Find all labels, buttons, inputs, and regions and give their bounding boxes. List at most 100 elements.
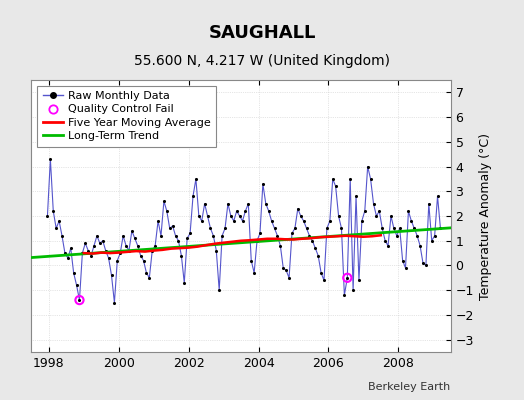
Point: [224, 200, 232, 207]
Point: [270, 225, 279, 232]
Point: [259, 181, 267, 187]
Point: [174, 238, 183, 244]
Point: [308, 238, 316, 244]
Point: [436, 225, 445, 232]
Point: [87, 252, 95, 259]
Y-axis label: Temperature Anomaly (°C): Temperature Anomaly (°C): [479, 132, 493, 300]
Point: [285, 275, 293, 281]
Point: [352, 193, 360, 200]
Point: [404, 208, 412, 214]
Point: [279, 265, 288, 271]
Point: [291, 225, 299, 232]
Point: [209, 232, 217, 239]
Point: [375, 208, 384, 214]
Point: [384, 242, 392, 249]
Point: [230, 218, 238, 224]
Point: [329, 176, 337, 182]
Point: [72, 282, 81, 288]
Point: [154, 218, 162, 224]
Point: [203, 213, 212, 219]
Point: [218, 232, 226, 239]
Point: [58, 232, 66, 239]
Point: [110, 299, 118, 306]
Point: [233, 208, 241, 214]
Text: 55.600 N, 4.217 W (United Kingdom): 55.600 N, 4.217 W (United Kingdom): [134, 54, 390, 68]
Point: [142, 270, 150, 276]
Point: [235, 213, 244, 219]
Point: [113, 257, 122, 264]
Point: [130, 235, 139, 242]
Point: [241, 208, 249, 214]
Point: [206, 225, 215, 232]
Point: [61, 250, 69, 256]
Point: [75, 297, 84, 303]
Point: [116, 250, 124, 256]
Point: [282, 267, 290, 274]
Point: [227, 213, 235, 219]
Point: [413, 232, 421, 239]
Point: [314, 252, 322, 259]
Point: [99, 238, 107, 244]
Point: [349, 287, 357, 293]
Point: [297, 213, 305, 219]
Point: [238, 218, 247, 224]
Point: [364, 163, 372, 170]
Point: [134, 242, 142, 249]
Point: [396, 225, 404, 232]
Point: [151, 242, 159, 249]
Point: [168, 223, 177, 229]
Point: [157, 232, 165, 239]
Point: [410, 225, 419, 232]
Point: [180, 280, 189, 286]
Point: [256, 230, 264, 236]
Point: [340, 292, 348, 298]
Point: [212, 248, 221, 254]
Point: [355, 277, 363, 284]
Point: [160, 198, 168, 204]
Point: [119, 232, 127, 239]
Point: [171, 232, 180, 239]
Point: [81, 240, 90, 246]
Point: [125, 248, 133, 254]
Point: [93, 232, 101, 239]
Point: [311, 245, 320, 251]
Point: [177, 252, 185, 259]
Point: [78, 250, 86, 256]
Point: [166, 225, 174, 232]
Point: [387, 213, 395, 219]
Point: [378, 225, 386, 232]
Point: [398, 257, 407, 264]
Point: [276, 242, 285, 249]
Point: [424, 200, 433, 207]
Point: [247, 257, 255, 264]
Point: [136, 252, 145, 259]
Point: [148, 248, 157, 254]
Point: [343, 275, 352, 281]
Point: [428, 238, 436, 244]
Point: [305, 232, 314, 239]
Point: [189, 193, 197, 200]
Point: [267, 218, 276, 224]
Point: [70, 270, 78, 276]
Point: [433, 193, 442, 200]
Point: [430, 232, 439, 239]
Point: [261, 200, 270, 207]
Point: [401, 265, 410, 271]
Point: [139, 257, 148, 264]
Point: [63, 255, 72, 261]
Point: [96, 240, 104, 246]
Point: [419, 260, 427, 266]
Point: [183, 235, 191, 242]
Point: [84, 248, 92, 254]
Point: [323, 225, 331, 232]
Point: [107, 272, 116, 278]
Point: [145, 275, 154, 281]
Point: [128, 228, 136, 234]
Point: [265, 208, 273, 214]
Point: [273, 232, 281, 239]
Point: [49, 208, 58, 214]
Point: [244, 200, 253, 207]
Point: [369, 200, 378, 207]
Point: [102, 248, 110, 254]
Text: Berkeley Earth: Berkeley Earth: [368, 382, 451, 392]
